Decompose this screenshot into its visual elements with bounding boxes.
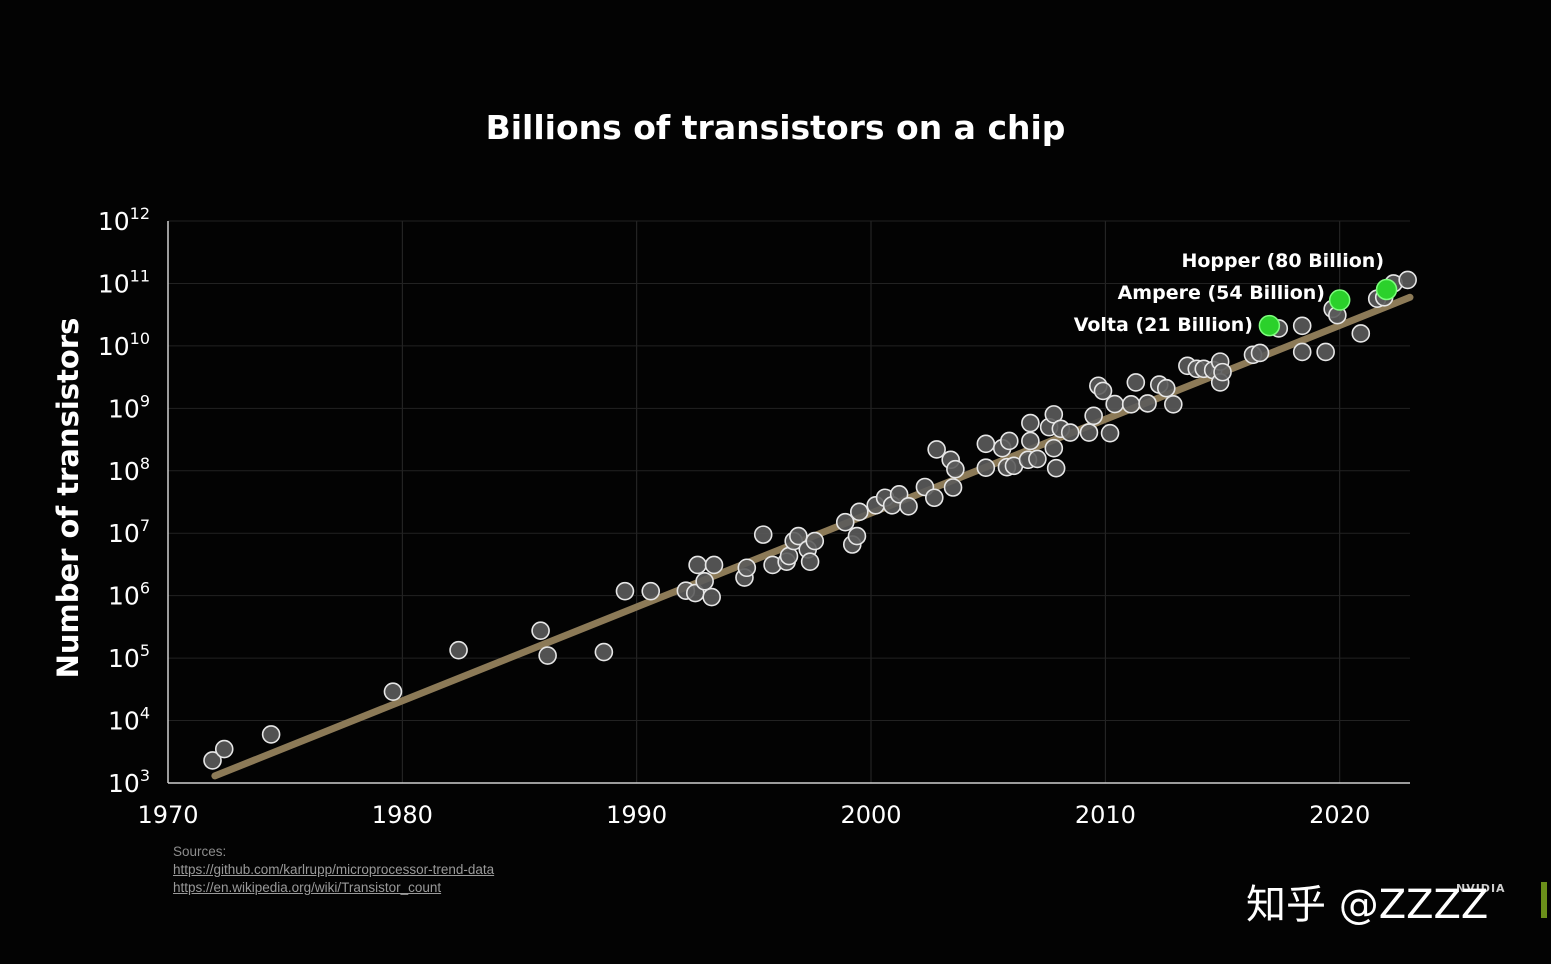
data-point	[1046, 458, 1066, 478]
data-point	[1084, 406, 1103, 426]
data-point	[1021, 413, 1040, 433]
y-tick-label: 106	[108, 579, 150, 611]
data-point	[1021, 431, 1040, 451]
data-point	[899, 496, 918, 516]
highlight-point	[1375, 278, 1398, 301]
data-point	[1250, 343, 1270, 363]
data-point	[1316, 342, 1335, 362]
data-point	[1398, 270, 1417, 290]
x-tick-label: 2020	[1309, 801, 1370, 829]
data-point	[1164, 395, 1183, 414]
data-point	[214, 739, 234, 759]
data-point	[695, 571, 714, 591]
sources-label: Sources:	[173, 844, 227, 859]
y-tick-label: 1011	[98, 266, 150, 298]
highlight-point	[1328, 289, 1351, 311]
data-point	[1060, 423, 1080, 442]
data-point	[924, 488, 944, 508]
x-tick-label: 2000	[840, 801, 901, 829]
x-tick-label: 1980	[372, 801, 433, 829]
data-point	[594, 642, 614, 662]
data-point	[531, 621, 550, 640]
data-point	[999, 431, 1019, 451]
zhihu-watermark: 知乎 @ZZZZ	[1246, 882, 1489, 928]
data-point	[1044, 438, 1064, 458]
annotation-label: Hopper (80 Billion)	[1181, 250, 1384, 272]
nvidia-logo: NVIDIA	[1456, 882, 1506, 895]
data-point	[835, 512, 855, 532]
chart-title: Billions of transistors on a chip	[485, 108, 1066, 147]
data-point	[261, 725, 281, 744]
sources-block: Sources: https://github.com/karlrupp/mic…	[173, 843, 494, 897]
source-link-wikipedia[interactable]: https://en.wikipedia.org/wiki/Transistor…	[173, 880, 442, 895]
data-point	[1105, 394, 1125, 414]
data-point	[1156, 378, 1176, 398]
data-point	[1126, 373, 1146, 392]
data-point	[1213, 362, 1232, 382]
data-point	[688, 555, 707, 575]
data-point	[1292, 316, 1312, 336]
data-point	[976, 458, 996, 478]
data-point	[850, 502, 869, 522]
data-point	[847, 526, 867, 546]
data-point	[800, 552, 820, 571]
x-tick-label: 1990	[606, 801, 667, 829]
data-point	[615, 581, 635, 601]
data-point	[1093, 381, 1113, 401]
data-point	[702, 587, 721, 607]
data-point	[383, 682, 403, 701]
data-point	[943, 478, 963, 497]
data-point	[1292, 342, 1312, 362]
y-tick-label: 1010	[98, 329, 150, 361]
data-point	[753, 525, 773, 544]
data-point	[1138, 394, 1157, 413]
data-point	[449, 640, 468, 660]
x-tick-label: 1970	[137, 801, 198, 829]
annotation-label: Volta (21 Billion)	[1074, 314, 1253, 336]
data-point	[927, 440, 946, 459]
y-tick-label: 104	[108, 704, 150, 736]
data-point	[1028, 449, 1047, 469]
y-tick-label: 105	[108, 641, 150, 673]
y-tick-label: 109	[108, 391, 150, 423]
data-point	[1121, 395, 1141, 414]
x-tick-label: 2010	[1075, 801, 1136, 829]
data-point	[203, 751, 222, 770]
y-tick-label: 1012	[98, 204, 150, 236]
y-tick-label: 103	[108, 766, 150, 798]
data-point	[789, 526, 808, 546]
logo-accent	[1541, 882, 1547, 918]
data-point	[737, 558, 757, 578]
y-tick-label: 108	[108, 454, 150, 486]
y-tick-label: 107	[108, 516, 150, 548]
data-point	[1079, 423, 1099, 442]
data-point	[1351, 324, 1371, 343]
data-point	[805, 531, 825, 551]
annotation-label: Ampere (54 Billion)	[1118, 282, 1325, 304]
data-point	[704, 555, 724, 575]
data-point	[946, 459, 965, 479]
highlight-point	[1258, 314, 1281, 337]
data-point	[641, 581, 661, 601]
data-point	[538, 646, 557, 665]
data-point	[1100, 423, 1120, 443]
data-point	[976, 434, 996, 454]
source-link-github[interactable]: https://github.com/karlrupp/microprocess…	[173, 862, 495, 877]
